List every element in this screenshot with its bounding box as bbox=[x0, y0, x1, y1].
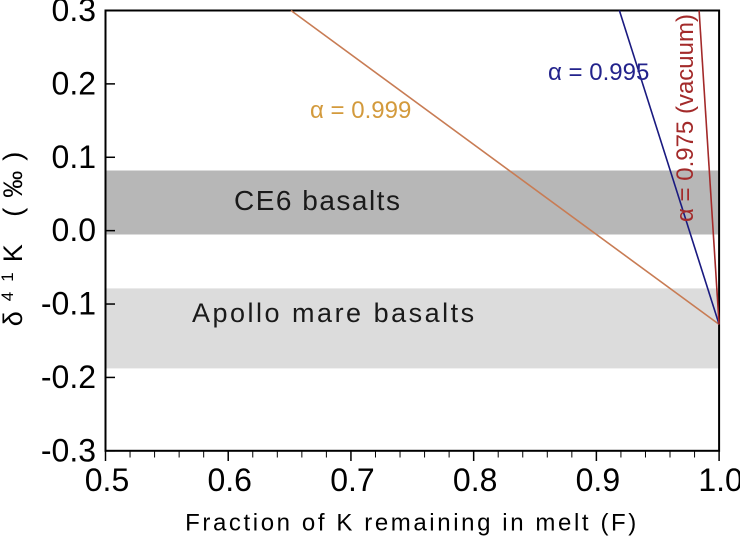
svg-text:0.7: 0.7 bbox=[330, 462, 374, 498]
svg-text:α = 0.995: α = 0.995 bbox=[548, 59, 649, 86]
svg-text:-0.2: -0.2 bbox=[41, 359, 96, 395]
svg-text:Apollo mare basalts: Apollo mare basalts bbox=[192, 298, 477, 328]
svg-text:CE6 basalts: CE6 basalts bbox=[234, 185, 401, 216]
svg-text:0.6: 0.6 bbox=[207, 462, 251, 498]
svg-text:-0.1: -0.1 bbox=[41, 286, 96, 322]
svg-text:0.0: 0.0 bbox=[52, 212, 96, 248]
svg-text:0.2: 0.2 bbox=[52, 65, 96, 101]
svg-text:δ41K (‰): δ41K (‰) bbox=[0, 142, 28, 326]
svg-text:1.0: 1.0 bbox=[698, 462, 740, 498]
svg-text:0.3: 0.3 bbox=[52, 0, 96, 28]
svg-text:Fraction of K remaining in mel: Fraction of K remaining in melt (F) bbox=[185, 510, 639, 537]
svg-text:0.1: 0.1 bbox=[52, 139, 96, 175]
svg-text:α = 0.999: α = 0.999 bbox=[310, 97, 411, 124]
svg-text:0.9: 0.9 bbox=[576, 462, 620, 498]
svg-text:0.5: 0.5 bbox=[85, 462, 129, 498]
svg-text:α = 0.975 (vacuum): α = 0.975 (vacuum) bbox=[672, 14, 699, 222]
svg-text:0.8: 0.8 bbox=[453, 462, 497, 498]
